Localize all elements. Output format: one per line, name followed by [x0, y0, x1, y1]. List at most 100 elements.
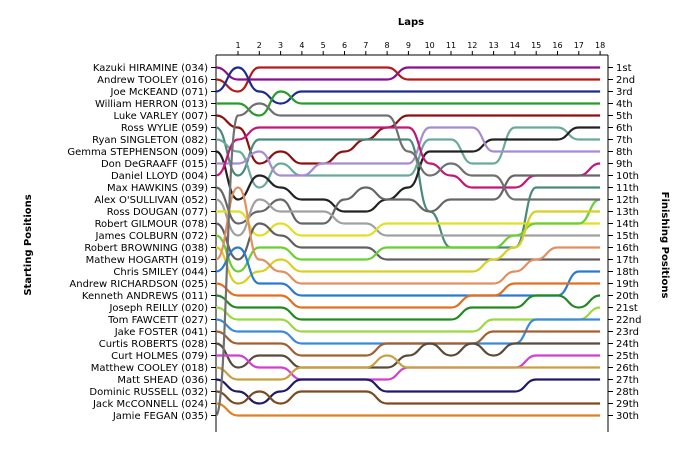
driver-line	[214, 102, 601, 417]
starting-driver-label: Luke VARLEY (007)	[113, 111, 208, 122]
driver-line	[215, 354, 601, 381]
lap-number-label: 9	[406, 41, 411, 50]
starting-driver-label: Mathew HOGARTH (019)	[86, 255, 209, 266]
driver-line	[215, 66, 601, 105]
lap-number-label: 15	[531, 41, 541, 50]
driver-line	[215, 402, 601, 417]
driver-line	[215, 342, 601, 369]
y-axis-title-right: Finishing Positions	[659, 192, 670, 299]
position-lines	[214, 66, 601, 417]
starting-driver-label: Don DeGRAAFF (015)	[101, 159, 208, 170]
finishing-position-label: 27th	[616, 375, 639, 386]
driver-line	[215, 294, 601, 321]
lap-number-label: 11	[446, 41, 456, 50]
lap-number-label: 14	[510, 41, 520, 50]
starting-driver-label: Chris SMILEY (044)	[113, 267, 208, 278]
starting-driver-label: Kenneth ANDREWS (011)	[82, 291, 208, 302]
finishing-position-label: 12th	[616, 195, 639, 206]
driver-line	[215, 126, 601, 249]
lap-number-label: 4	[299, 41, 304, 50]
driver-line	[215, 198, 601, 273]
driver-line	[215, 198, 601, 237]
starting-driver-label: Jack McCONNELL (024)	[92, 399, 208, 410]
driver-line	[215, 126, 601, 213]
driver-line	[216, 126, 601, 177]
starting-driver-label: Max HAWKINS (039)	[107, 183, 208, 194]
lap-number-label: 2	[257, 41, 262, 50]
finishing-position-label: 4th	[616, 99, 633, 110]
finishing-position-label: 6th	[616, 123, 633, 134]
starting-driver-label: Jamie FEGAN (035)	[112, 411, 208, 422]
starting-driver-label: Curt HOLMES (079)	[111, 351, 208, 362]
starting-driver-label: Curtis ROBERTS (028)	[99, 339, 208, 350]
driver-line	[215, 126, 601, 189]
starting-driver-label: Andrew TOOLEY (016)	[97, 75, 208, 86]
starting-driver-label: Tom FAWCETT (027)	[107, 315, 208, 326]
starting-driver-label: Ross DOUGAN (077)	[107, 207, 208, 218]
starting-positions: Kazuki HIRAMINE (034)Andrew TOOLEY (016)…	[67, 63, 208, 422]
driver-line	[215, 186, 601, 285]
starting-driver-label: Matt SHEAD (036)	[117, 375, 208, 386]
finishing-position-label: 24th	[616, 339, 639, 350]
finishing-position-label: 26th	[616, 363, 639, 374]
finishing-position-label: 9th	[616, 159, 633, 170]
driver-line	[215, 390, 601, 405]
finishing-position-label: 11th	[616, 183, 639, 194]
starting-driver-label: Ross WYLIE (059)	[121, 123, 208, 134]
driver-line	[215, 114, 601, 165]
lap-number-label: 16	[552, 41, 562, 50]
lap-number-label: 13	[489, 41, 499, 50]
driver-line	[215, 330, 601, 357]
finishing-position-label: 23rd	[616, 327, 639, 338]
finishing-position-label: 19th	[616, 279, 639, 290]
starting-driver-label: Kazuki HIRAMINE (034)	[93, 63, 208, 74]
starting-driver-label: Andrew RICHARDSON (025)	[69, 279, 208, 290]
finishing-position-label: 29th	[616, 399, 639, 410]
finishing-position-label: 7th	[616, 135, 633, 146]
finishing-position-label: 3rd	[616, 87, 633, 98]
lap-number-label: 18	[595, 41, 605, 50]
finishing-positions: 1st2nd3rd4th5th6th7th8th9th10th11th12th1…	[616, 63, 641, 422]
starting-driver-label: Ryan SINGLETON (082)	[92, 135, 208, 146]
starting-driver-label: Jake FOSTER (041)	[114, 327, 208, 338]
lap-number-label: 5	[321, 41, 326, 50]
lap-numbers: 1 2 3 4 5 6 7 8 9 10 11 12 13 14 15 16 17 18	[235, 41, 605, 50]
lap-number-label: 17	[574, 41, 584, 50]
driver-line	[215, 66, 601, 81]
x-axis-title: Laps	[398, 17, 424, 28]
finishing-position-label: 13th	[616, 207, 639, 218]
driver-line	[215, 378, 601, 405]
starting-driver-label: William HERRON (013)	[95, 99, 208, 110]
starting-driver-label: Joe McKEAND (071)	[110, 87, 209, 98]
driver-line	[215, 90, 601, 117]
starting-driver-label: Joseph REILLY (020)	[108, 303, 208, 314]
starting-driver-label: Daniel LLOYD (004)	[111, 171, 208, 182]
driver-line	[215, 222, 601, 261]
starting-driver-label: Matthew COOLEY (018)	[91, 363, 208, 374]
finishing-position-label: 28th	[616, 387, 639, 398]
finishing-position-label: 18th	[616, 267, 639, 278]
finishing-position-label: 30th	[616, 411, 639, 422]
finishing-position-label: 20th	[616, 291, 639, 302]
lap-number-label: 10	[425, 41, 435, 50]
starting-driver-label: James COLBURN (072)	[95, 231, 209, 242]
finishing-position-label: 8th	[616, 147, 633, 158]
driver-line	[215, 126, 601, 189]
starting-driver-label: Alex O'SULLIVAN (052)	[94, 195, 208, 206]
finishing-position-label: 22nd	[616, 315, 641, 326]
lap-number-label: 3	[278, 41, 283, 50]
finishing-position-label: 15th	[616, 231, 639, 242]
finishing-position-label: 2nd	[616, 75, 635, 86]
plot-area	[211, 51, 613, 432]
lap-number-label: 8	[385, 41, 390, 50]
lap-number-label: 7	[363, 41, 368, 50]
finishing-position-label: 16th	[616, 243, 639, 254]
finishing-position-label: 21st	[616, 303, 638, 314]
finishing-position-label: 25th	[616, 351, 639, 362]
finishing-position-label: 10th	[616, 171, 639, 182]
lap-number-label: 1	[235, 41, 240, 50]
y-axis-title-left: Starting Positions	[23, 194, 34, 295]
driver-line	[215, 282, 601, 309]
